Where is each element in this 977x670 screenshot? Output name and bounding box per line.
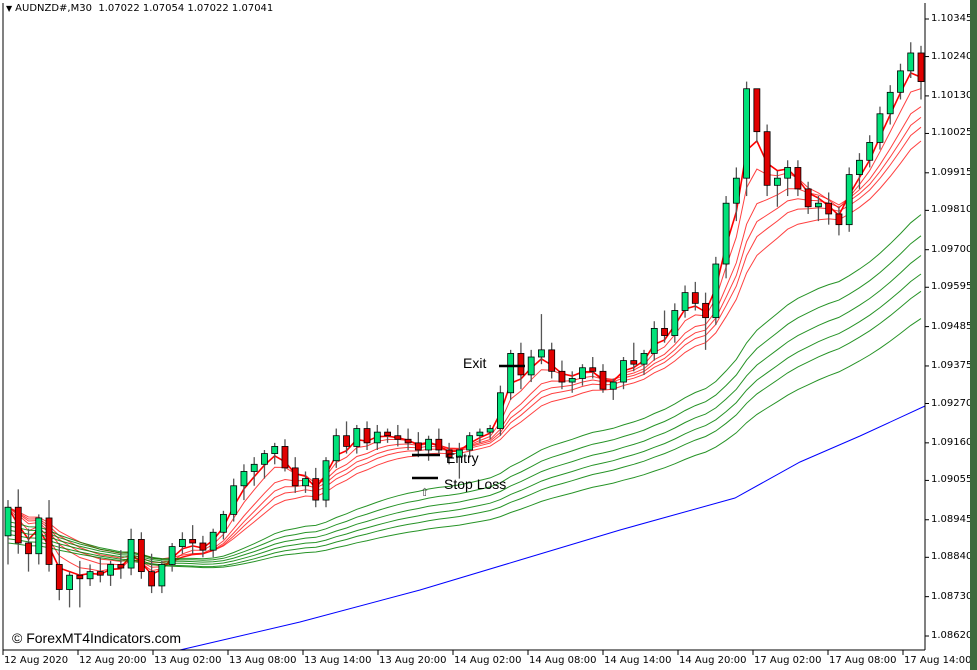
symbol-name: AUDNZD#,M30 (15, 3, 92, 14)
price-tick-label: 1.09160 (931, 436, 973, 448)
window-edge (970, 0, 977, 670)
price-tick-label: 1.08840 (931, 551, 973, 563)
time-tick-label: 13 Aug 02:00 (154, 655, 222, 666)
trade-markers (412, 364, 525, 480)
arrow-up-icon: ⇧ (420, 486, 430, 499)
time-tick-label: 14 Aug 02:00 (454, 655, 522, 666)
price-tick-label: 1.09270 (931, 397, 973, 409)
time-tick-label: 17 Aug 08:00 (829, 655, 897, 666)
price-tick-label: 1.10240 (931, 50, 973, 62)
time-tick-label: 14 Aug 20:00 (679, 655, 747, 666)
ohlc-values: 1.07022 1.07054 1.07022 1.07041 (98, 3, 274, 14)
price-tick-label: 1.10345 (931, 13, 973, 24)
price-tick-label: 1.09700 (931, 243, 973, 255)
time-tick-label: 14 Aug 08:00 (529, 655, 597, 666)
price-tick-label: 1.08730 (931, 590, 973, 602)
time-tick-label: 13 Aug 08:00 (229, 655, 297, 666)
stop-loss-label: Stop Loss (444, 476, 507, 492)
candlesticks (4, 42, 925, 608)
price-tick-label: 1.09810 (931, 204, 973, 216)
triangle-down-icon[interactable]: ▼ (6, 4, 13, 13)
price-tick-label: 1.10130 (931, 89, 973, 101)
watermark: © ForexMT4Indicators.com (12, 630, 182, 646)
time-tick-label: 17 Aug 02:00 (754, 655, 822, 666)
time-tick-label: 13 Aug 14:00 (304, 655, 372, 666)
price-tick-label: 1.08620 (931, 630, 973, 641)
exit-label: Exit (463, 355, 487, 371)
price-tick-label: 1.09375 (931, 359, 973, 371)
time-tick-label: 13 Aug 20:00 (379, 655, 447, 666)
entry-label: Entry (446, 450, 479, 466)
time-tick-label: 14 Aug 14:00 (604, 655, 672, 666)
price-tick-label: 1.09595 (931, 281, 973, 293)
price-tick-label: 1.08945 (931, 513, 973, 525)
price-tick-label: 1.09915 (931, 166, 973, 178)
price-tick-label: 1.10025 (931, 127, 973, 139)
price-tick-label: 1.09055 (931, 474, 973, 486)
time-tick-label: 17 Aug 14:00 (904, 655, 972, 666)
time-tick-label: 12 Aug 2020 (4, 655, 69, 666)
chart-axes (2, 3, 929, 655)
time-tick-label: 12 Aug 20:00 (79, 655, 147, 666)
symbol-header: ▼ AUDNZD#,M30 1.07022 1.07054 1.07022 1.0… (6, 3, 273, 14)
price-tick-label: 1.09485 (931, 320, 973, 332)
